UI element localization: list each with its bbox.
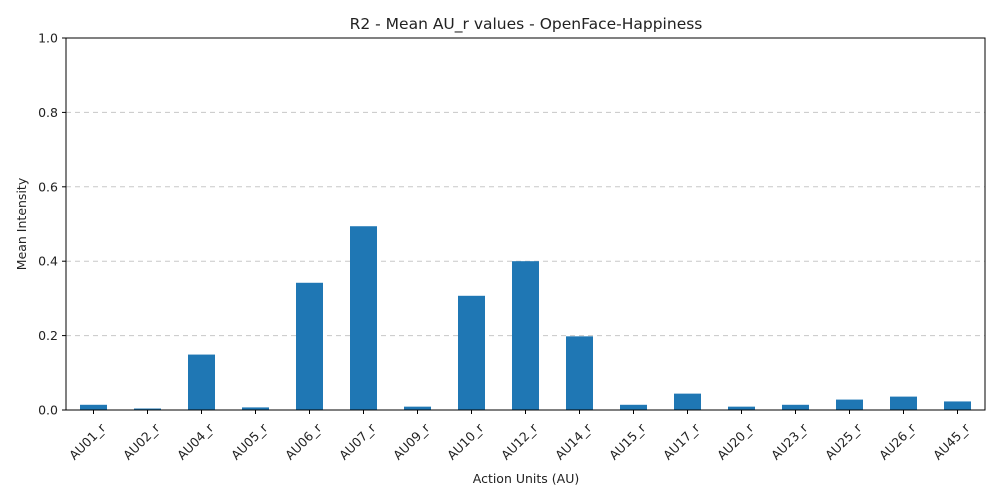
bars bbox=[80, 226, 971, 410]
x-axis-ticks: AU01_r AU02_r AU04_r AU05_r AU06_r AU07_r AU09… bbox=[66, 410, 973, 463]
bar-au15-r bbox=[620, 404, 647, 410]
x-tick-label: AU25_r bbox=[822, 420, 865, 463]
y-tick-label: 0.4 bbox=[38, 254, 58, 269]
x-tick-label: AU07_r bbox=[336, 420, 379, 463]
bar-au02-r bbox=[134, 408, 161, 410]
bar-au26-r bbox=[890, 396, 917, 410]
bar-au10-r bbox=[458, 295, 485, 410]
x-tick-label: AU45_r bbox=[930, 420, 973, 463]
y-tick-label: 1.0 bbox=[38, 31, 58, 46]
x-tick-label: AU02_r bbox=[120, 420, 163, 463]
bar-au25-r bbox=[836, 399, 863, 410]
chart-title: R2 - Mean AU_r values - OpenFace-Happine… bbox=[350, 15, 703, 34]
y-axis-ticks: 0.0 0.2 0.4 0.6 0.8 1.0 bbox=[38, 31, 66, 418]
x-tick-label: AU06_r bbox=[282, 420, 325, 463]
y-tick-label: 0.0 bbox=[38, 403, 58, 418]
x-tick-label: AU23_r bbox=[768, 420, 811, 463]
bar-au06-r bbox=[296, 282, 323, 410]
x-tick-label: AU15_r bbox=[606, 420, 649, 463]
x-tick-label: AU14_r bbox=[552, 420, 595, 463]
bar-au04-r bbox=[188, 354, 215, 410]
x-tick-label: AU01_r bbox=[66, 420, 109, 463]
bar-au09-r bbox=[404, 406, 431, 410]
bar-au45-r bbox=[944, 401, 971, 410]
y-axis-label: Mean Intensity bbox=[14, 177, 29, 270]
x-tick-label: AU04_r bbox=[174, 420, 217, 463]
x-tick-label: AU20_r bbox=[714, 420, 757, 463]
bar-au07-r bbox=[350, 226, 377, 410]
x-tick-label: AU05_r bbox=[228, 420, 271, 463]
y-tick-label: 0.6 bbox=[38, 179, 58, 194]
bar-au01-r bbox=[80, 404, 107, 410]
bar-au05-r bbox=[242, 407, 269, 410]
x-tick-label: AU26_r bbox=[876, 420, 919, 463]
bar-au12-r bbox=[512, 261, 539, 410]
bar-au23-r bbox=[782, 404, 809, 410]
bar-au14-r bbox=[566, 336, 593, 410]
x-axis-label: Action Units (AU) bbox=[473, 471, 580, 486]
bar-au17-r bbox=[674, 393, 701, 410]
bar-au20-r bbox=[728, 406, 755, 410]
y-tick-label: 0.8 bbox=[38, 105, 58, 120]
x-tick-label: AU09_r bbox=[390, 420, 433, 463]
x-tick-label: AU17_r bbox=[660, 420, 703, 463]
x-tick-label: AU10_r bbox=[444, 420, 487, 463]
x-tick-label: AU12_r bbox=[498, 420, 541, 463]
y-tick-label: 0.2 bbox=[38, 328, 58, 343]
